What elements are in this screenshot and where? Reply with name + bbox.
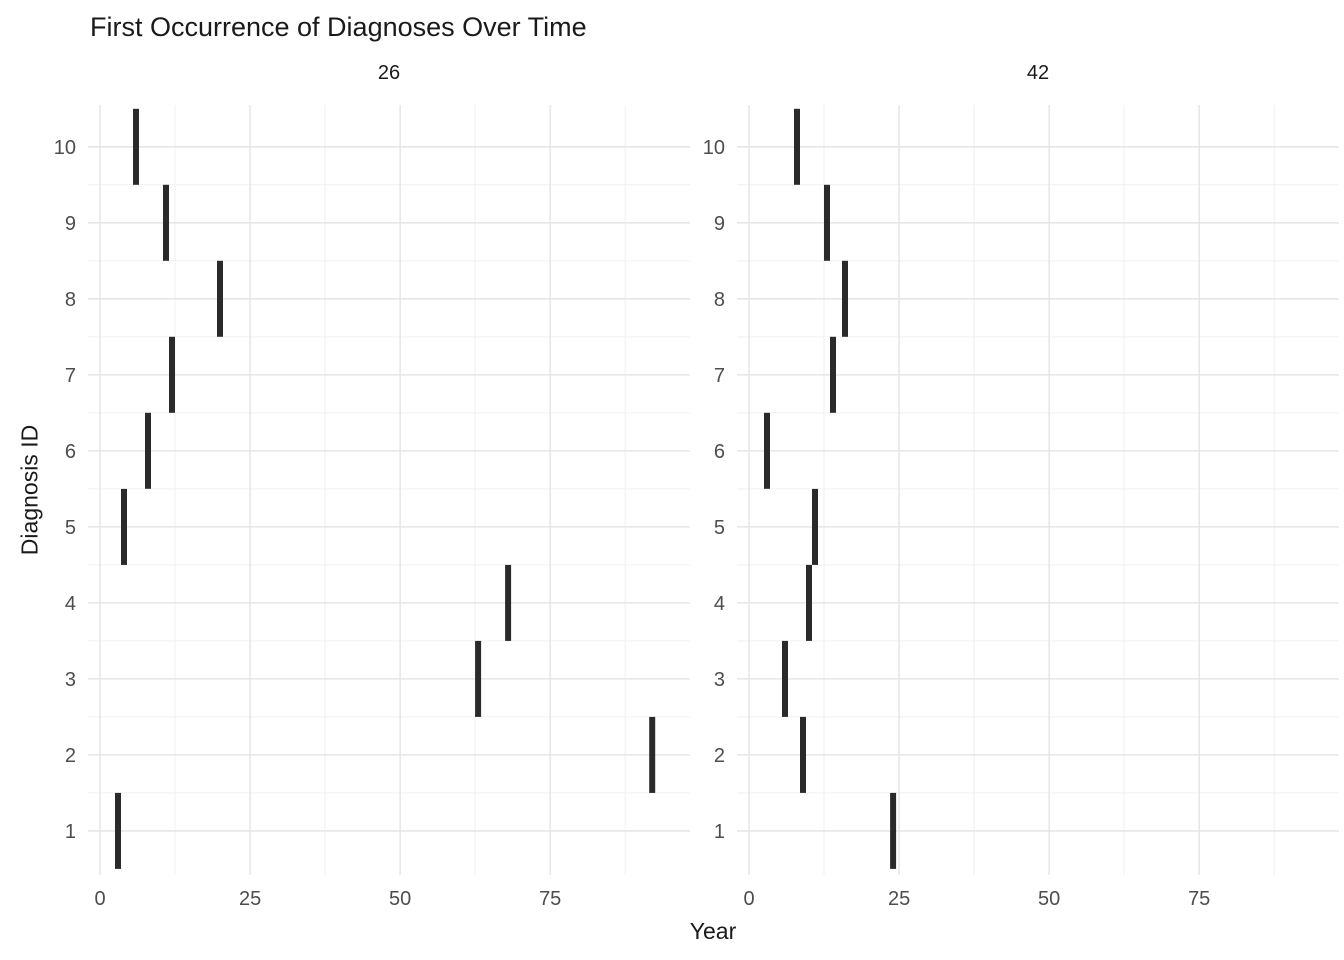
x-tick-label: 0 — [743, 888, 754, 910]
y-tick-label: 4 — [714, 593, 725, 615]
diagnosis-mark — [830, 336, 836, 413]
x-tick-label: 25 — [888, 888, 910, 910]
y-tick-label: 2 — [65, 745, 76, 767]
y-tick-label: 6 — [65, 441, 76, 463]
y-tick-label: 4 — [65, 593, 76, 615]
diagnosis-mark — [782, 640, 788, 717]
x-tick-label: 75 — [1188, 888, 1210, 910]
diagnosis-mark — [794, 108, 800, 185]
facet-strip-label-26: 26 — [377, 62, 401, 84]
y-tick-label: 10 — [703, 137, 725, 159]
diagnosis-mark — [812, 488, 818, 565]
y-tick-label: 2 — [714, 745, 725, 767]
diagnosis-mark — [764, 412, 770, 489]
diagnosis-mark — [800, 716, 806, 793]
diagnosis-mark — [505, 564, 512, 641]
y-tick-label: 1 — [714, 821, 725, 843]
y-tick-label: 8 — [65, 289, 76, 311]
x-tick-label: 50 — [1038, 888, 1060, 910]
y-tick-label: 5 — [714, 517, 725, 539]
y-tick-label: 7 — [65, 365, 76, 387]
y-tick-label: 9 — [714, 213, 725, 235]
facet-panel-26: 1 2 3 4 5 6 7 8 9 10 0 25 50 75 — [54, 105, 690, 910]
y-tick-label: 5 — [65, 517, 76, 539]
y-tick-label: 9 — [65, 213, 76, 235]
chart-title: First Occurrence of Diagnoses Over Time — [90, 12, 587, 42]
diagnosis-mark — [133, 108, 139, 185]
x-tick-label: 50 — [389, 888, 411, 910]
diagnosis-mark — [169, 336, 175, 413]
diagnosis-mark — [806, 564, 812, 641]
diagnosis-mark — [824, 184, 830, 261]
y-tick-label: 6 — [714, 441, 725, 463]
x-tick-label: 75 — [539, 888, 561, 910]
diagnosis-mark — [890, 792, 897, 869]
y-tick-label: 8 — [714, 289, 725, 311]
y-tick-label: 10 — [54, 137, 76, 159]
panel-background — [88, 105, 690, 875]
diagnosis-mark — [217, 260, 223, 337]
diagnosis-mark — [475, 640, 482, 717]
y-tick-label: 3 — [65, 669, 76, 691]
y-tick-label: 7 — [714, 365, 725, 387]
diagnosis-mark — [163, 184, 169, 261]
diagnosis-mark — [145, 412, 151, 489]
y-tick-label: 3 — [714, 669, 725, 691]
x-axis-title: Year — [689, 918, 737, 944]
x-tick-label: 0 — [94, 888, 105, 910]
diagnosis-mark — [649, 716, 656, 793]
diagnosis-mark — [121, 488, 127, 565]
diagnosis-mark — [115, 792, 121, 869]
facet-strip-label-42: 42 — [1026, 62, 1050, 84]
x-tick-label: 25 — [239, 888, 261, 910]
facet-panel-42: 1 2 3 4 5 6 7 8 9 10 0 25 50 75 — [703, 105, 1339, 910]
diagnosis-mark — [842, 260, 848, 337]
y-tick-label: 1 — [65, 821, 76, 843]
panel-background — [737, 105, 1339, 875]
